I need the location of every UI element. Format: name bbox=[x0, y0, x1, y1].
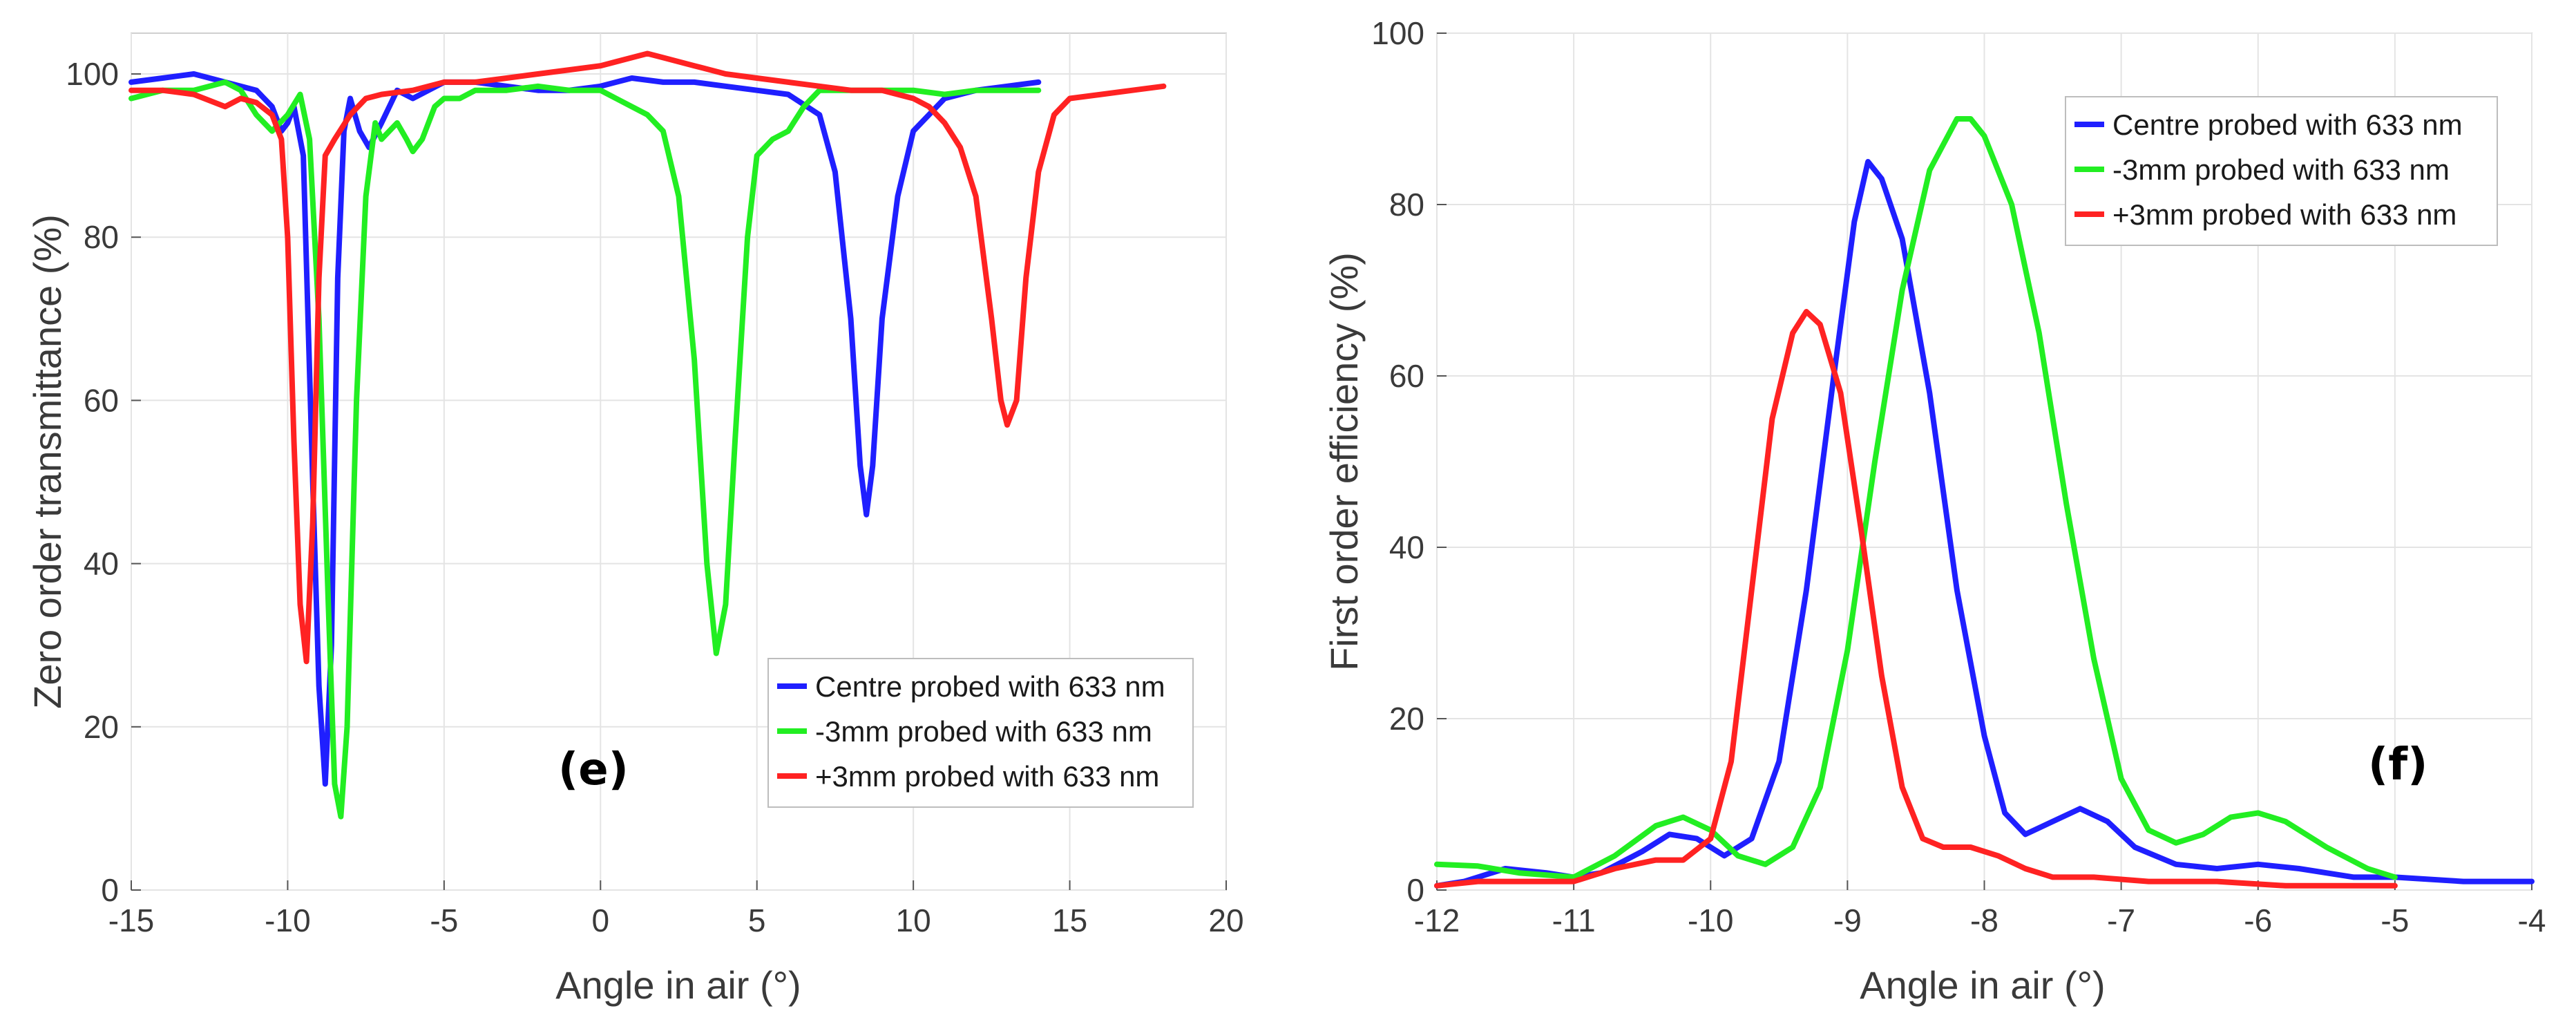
panel-e-y-tick-label-60: 60 bbox=[84, 382, 119, 418]
panel-e-legend-entry-plus3mm: +3mm probed with 633 nm bbox=[815, 760, 1159, 793]
panel-f-y-tick-label-40: 40 bbox=[1389, 529, 1424, 565]
panel-f-x-axis-label: Angle in air (°) bbox=[1860, 963, 2105, 1007]
panel-f-y-tick-label-80: 80 bbox=[1389, 187, 1424, 223]
panel-e-x-tick-label-10: 10 bbox=[896, 902, 931, 938]
panel-f-y-tick-label-20: 20 bbox=[1389, 701, 1424, 737]
panel-e-y-tick-label-80: 80 bbox=[84, 219, 119, 255]
panel-f-x-tick-label-10: -10 bbox=[1688, 902, 1733, 938]
panel-f-series bbox=[1434, 116, 2535, 889]
panel-f-legend: Centre probed with 633 nm -3mm probed wi… bbox=[2065, 96, 2498, 246]
panel-e-y-tick-label-40: 40 bbox=[84, 546, 119, 582]
panel-f-label: (f) bbox=[2368, 739, 2427, 791]
panel-f-x-tick-label-6: -6 bbox=[2244, 902, 2272, 938]
panel-e-legend-box bbox=[767, 658, 1194, 808]
panel-f-legend-entry-minus3mm: -3mm probed with 633 nm bbox=[2112, 153, 2450, 186]
panel-e-x-ticks: -15 -10 -5 0 5 10 15 20 bbox=[108, 880, 1244, 938]
panel-e-series bbox=[128, 50, 1167, 820]
panel-e-legend: Centre probed with 633 nm -3mm probed wi… bbox=[767, 658, 1194, 808]
panel-f-series-line-3mm-probed-with-633-nm bbox=[1434, 116, 2398, 880]
panel-f-legend-entry-centre: Centre probed with 633 nm bbox=[2112, 108, 2463, 141]
panel-f-x-tick-label-12: -12 bbox=[1414, 902, 1460, 938]
panel-f-x-tick-label-5: -5 bbox=[2381, 902, 2409, 938]
panel-e-y-tick-label-0: 0 bbox=[101, 872, 119, 908]
panel-e-y-axis-label: Zero order transmittance (%) bbox=[26, 214, 69, 709]
panel-e-series-line-3mm-probed-with-633-nm bbox=[128, 79, 1042, 820]
panel-e-x-tick-label-15: 15 bbox=[1052, 902, 1087, 938]
panel-e-legend-entry-minus3mm: -3mm probed with 633 nm bbox=[815, 715, 1152, 748]
panel-f-y-tick-label-60: 60 bbox=[1389, 358, 1424, 394]
panel-f-legend-box bbox=[2065, 96, 2498, 246]
panel-f-x-tick-label-9: -9 bbox=[1833, 902, 1862, 938]
panel-f-legend-entry-plus3mm: +3mm probed with 633 nm bbox=[2112, 198, 2456, 231]
panel-e-y-tick-label-20: 20 bbox=[84, 709, 119, 745]
panel-e-x-tick-label-0: 0 bbox=[591, 902, 609, 938]
panel-e-x-tick-label-20: 20 bbox=[1208, 902, 1243, 938]
panel-e-x-tick-label-15: -15 bbox=[108, 902, 154, 938]
panel-e-x-tick-label-5: -5 bbox=[430, 902, 458, 938]
panel-f-series-line-3mm-probed-with-633-nm bbox=[1434, 309, 2398, 889]
panel-e-label: (e) bbox=[558, 744, 629, 795]
panel-e-series-line-3mm-probed-with-633-nm bbox=[128, 50, 1167, 665]
panel-e-x-tick-label-5: 5 bbox=[748, 902, 766, 938]
panel-f-x-tick-label-4: -4 bbox=[2518, 902, 2546, 938]
panel-f-x-ticks: -12 -11 -10 -9 -8 -7 -6 -5 -4 bbox=[1414, 880, 2546, 938]
panel-f-series-line-centre-probed-with-633-nm bbox=[1434, 159, 2535, 889]
panel-e-y-tick-label-100: 100 bbox=[66, 56, 119, 92]
panel-f-x-tick-label-11: -11 bbox=[1552, 902, 1596, 938]
panel-e-y-ticks: 0 20 40 60 80 100 bbox=[66, 56, 141, 908]
panel-f-x-tick-label-7: -7 bbox=[2107, 902, 2135, 938]
panel-f-y-tick-label-0: 0 bbox=[1406, 872, 1424, 908]
panel-f-x-tick-label-8: -8 bbox=[1970, 902, 1998, 938]
panel-f-y-ticks: 0 20 40 60 80 100 bbox=[1371, 15, 1447, 908]
panel-e-zero-order-chart: -15 -10 -5 0 5 10 15 20 0 20 40 60 80 100 Angle in a… bbox=[26, 32, 1244, 1007]
panel-e-legend-entry-centre: Centre probed with 633 nm bbox=[815, 670, 1165, 703]
panel-f-y-axis-label: First order efficiency (%) bbox=[1322, 252, 1366, 671]
panel-e-x-axis-label: Angle in air (°) bbox=[555, 963, 801, 1007]
panel-e-x-tick-label-10: -10 bbox=[265, 902, 310, 938]
panel-f-y-tick-label-100: 100 bbox=[1371, 15, 1424, 51]
panel-f-first-order-chart: -12 -11 -10 -9 -8 -7 -6 -5 -4 0 20 40 60 80 100 Angle… bbox=[1322, 15, 2546, 1007]
